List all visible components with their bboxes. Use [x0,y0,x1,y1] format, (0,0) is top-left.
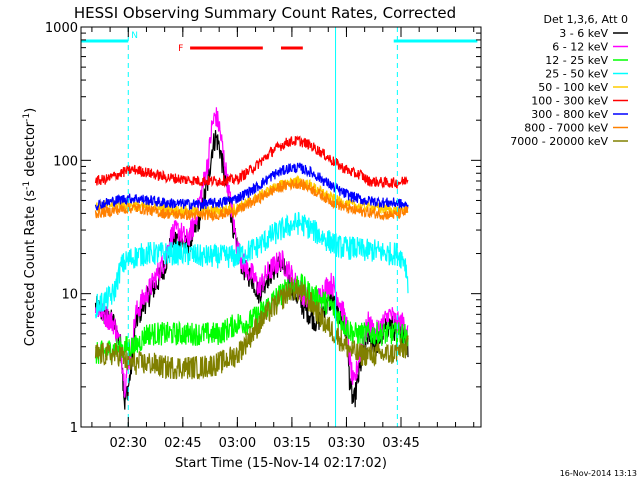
legend-title: Det 1,3,6, Att 0 [544,13,628,26]
legend-label-6-12-kev: 6 - 12 keV [552,41,608,54]
flag-label-n: N [131,31,138,41]
legend-label-100-300-kev: 100 - 300 keV [531,95,608,108]
y-axis-label-end: ) [23,108,38,113]
series-line-800-7000-kev [94,178,409,222]
series-line-3-6-kev [94,130,409,410]
legend-label-3-6-kev: 3 - 6 keV [559,27,608,40]
legend-label-7000-20000-kev: 7000 - 20000 keV [510,135,608,148]
y-axis-label-main: Corrected Count Rate (s [23,190,38,347]
series-line-7000-20000-kev [94,277,409,380]
x-tick-label: 03:00 [219,436,256,451]
plot-frame [80,26,482,428]
flags-layer: NF [81,27,478,427]
series-line-100-300-kev [94,135,409,189]
legend-label-300-800-kev: 300 - 800 keV [531,108,608,121]
flag-label-f: F [178,44,183,54]
y-axis-label-mid: detector [23,121,38,181]
legend-label-50-100-kev: 50 - 100 keV [538,81,608,94]
y-axis-label-sup2: -1 [22,113,32,122]
y-axis-label: Corrected Count Rate (s-1 detector-1) [22,108,38,346]
x-tick-label: 02:45 [164,436,201,451]
legend-label-25-50-kev: 25 - 50 keV [545,68,608,81]
series-line-300-800-kev [94,162,409,211]
y-axis-label-sup1: -1 [22,181,32,190]
series-line-6-12-kev [94,107,409,398]
y-tick-label: 100 [53,154,78,169]
legend-label-12-25-kev: 12 - 25 keV [545,54,608,67]
x-tick-label: 03:45 [382,436,419,451]
legend-label-800-7000-kev: 800 - 7000 keV [524,122,608,135]
series-line-25-50-kev [94,211,409,319]
y-tick-label: 10 [61,288,78,303]
y-axis-ticks: 1 10 100 1000 [45,21,481,436]
y-tick-label: 1 [70,421,78,436]
x-axis-label: Start Time (15-Nov-14 02:17:02) [175,456,387,471]
series-layer [94,107,409,410]
x-axis-ticks: 02:30 02:45 03:00 03:15 03:30 03:45 [91,27,475,451]
series-line-12-25-kev [95,273,409,364]
y-tick-label: 1000 [45,21,78,36]
chart-title: HESSI Observing Summary Count Rates, Cor… [74,4,456,22]
x-tick-label: 02:30 [110,436,147,451]
timestamp: 16-Nov-2014 13:13 [560,469,637,478]
x-tick-label: 03:30 [328,436,365,451]
x-tick-label: 03:15 [273,436,310,451]
